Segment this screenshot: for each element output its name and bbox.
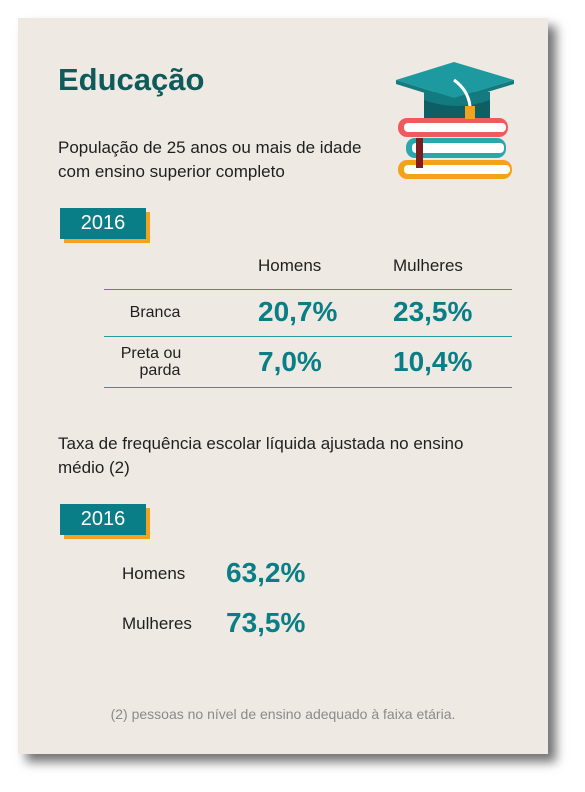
section2-description: Taxa de frequência escolar líquida ajust… (58, 434, 464, 477)
table-divider (104, 336, 512, 337)
row-label-branca: Branca (129, 304, 181, 321)
value-preta-mulheres: 10,4% (393, 346, 473, 377)
row-label-line2: parda (139, 362, 181, 379)
graduation-books-icon (396, 62, 514, 179)
section2-year-badge: 2016 (60, 504, 146, 535)
table-divider (104, 289, 512, 290)
footnote: (2) pessoas no nível de ensino adequado … (110, 706, 456, 722)
section1-year-badge: 2016 (60, 208, 146, 239)
row-label-line1: Preta ou (120, 345, 182, 362)
value-preta-homens: 7,0% (258, 346, 322, 377)
page-title: Educação (58, 62, 205, 97)
section1-description: População de 25 anos ou mais de idade co… (58, 138, 362, 181)
value-mulheres: 73,5% (226, 607, 306, 638)
education-card: Educação População de 25 anos ou mais de… (18, 18, 548, 754)
row-label-preta-parda: Preta ou parda (110, 345, 192, 379)
column-header-homens: Homens (258, 256, 322, 275)
column-header-mulheres: Mulheres (393, 256, 463, 275)
value-branca-homens: 20,7% (258, 296, 338, 327)
label-mulheres: Mulheres (122, 614, 192, 633)
label-homens: Homens (122, 564, 186, 583)
value-homens: 63,2% (226, 557, 306, 588)
table-divider (104, 387, 512, 388)
value-branca-mulheres: 23,5% (393, 296, 473, 327)
